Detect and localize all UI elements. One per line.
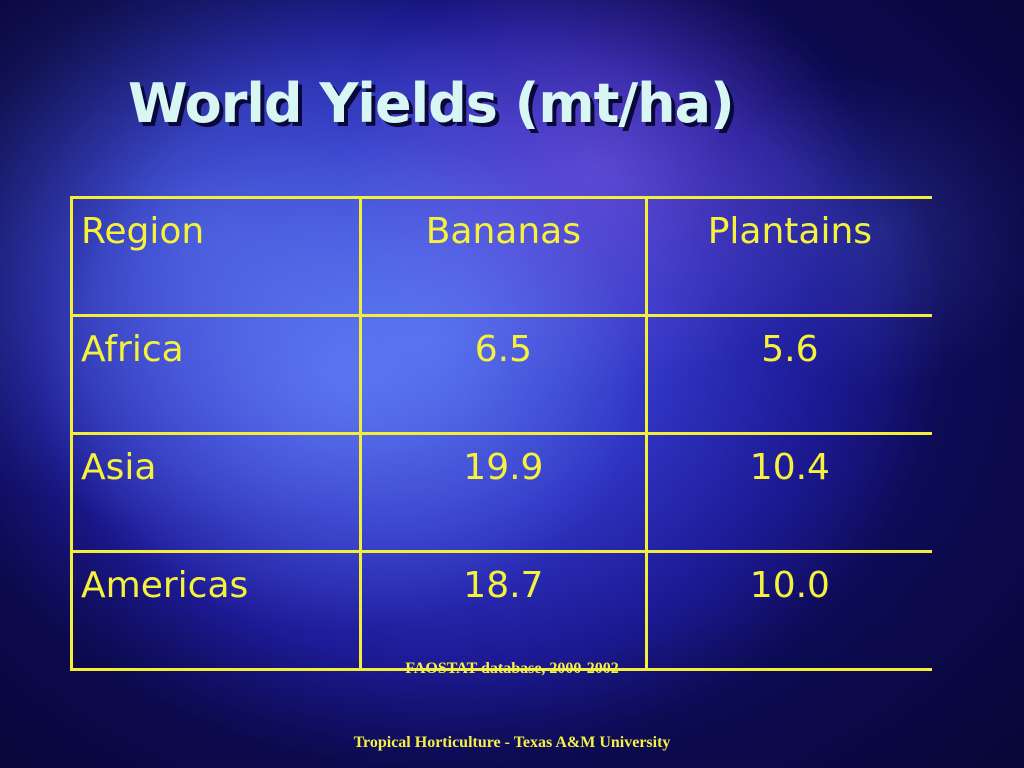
plantains-cell: 10.4 [644, 432, 932, 553]
slide-title: World Yields (mt/ha) [128, 72, 735, 135]
table-row: Americas 18.7 10.0 [70, 550, 932, 671]
region-cell: Africa [70, 314, 362, 435]
region-cell: Asia [70, 432, 362, 553]
header-cell-bananas: Bananas [359, 196, 648, 317]
source-caption: FAOSTAT database, 2000-2002 [405, 660, 619, 677]
table-row: Africa 6.5 5.6 [70, 314, 932, 435]
yield-table: Region Bananas Plantains Africa 6.5 5.6 … [70, 196, 932, 671]
plantains-cell: 10.0 [644, 550, 932, 671]
table-header-row: Region Bananas Plantains [70, 196, 932, 317]
plantains-cell: 5.6 [644, 314, 932, 435]
bananas-cell: 18.7 [359, 550, 648, 671]
bananas-cell: 19.9 [359, 432, 648, 553]
header-cell-region: Region [70, 196, 362, 317]
header-cell-plantains: Plantains [644, 196, 932, 317]
bananas-cell: 6.5 [359, 314, 648, 435]
table-row: Asia 19.9 10.4 [70, 432, 932, 553]
slide-footer: Tropical Horticulture - Texas A&M Univer… [353, 734, 671, 751]
region-cell: Americas [70, 550, 362, 671]
